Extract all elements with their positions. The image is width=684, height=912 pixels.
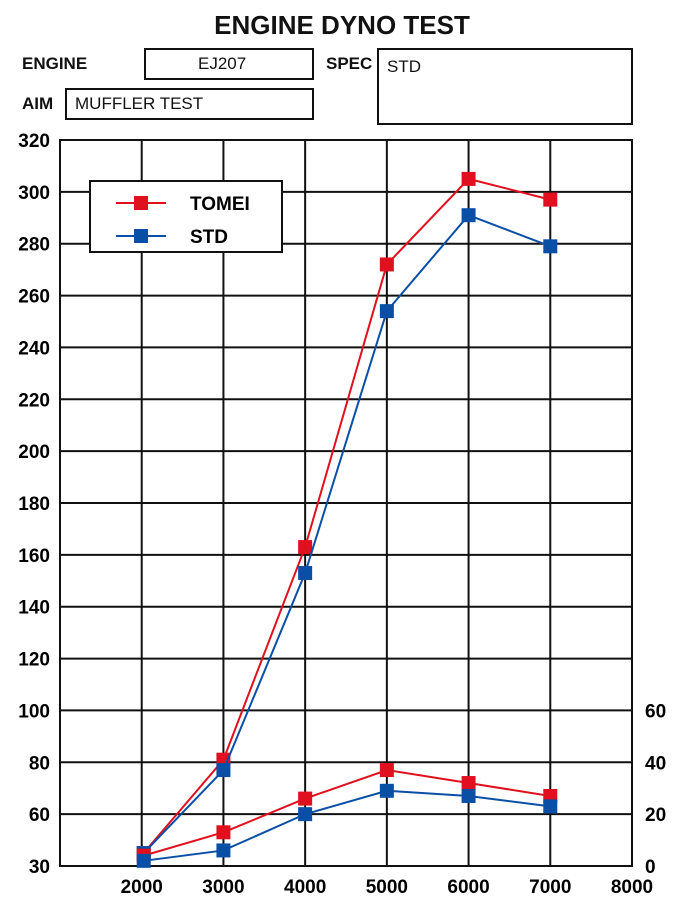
series-line-std-right xyxy=(143,789,551,862)
data-point-tomei xyxy=(298,791,313,806)
y-tick-label: 140 xyxy=(18,598,50,619)
legend-marker xyxy=(134,196,148,210)
data-point-tomei xyxy=(461,776,476,791)
y2-tick-label: 0 xyxy=(645,857,656,878)
y-tick-label: 240 xyxy=(18,338,50,359)
data-point-std xyxy=(216,843,231,858)
series-line-tomei-right xyxy=(143,769,551,857)
legend-label: STD xyxy=(190,227,228,248)
data-point-std xyxy=(216,763,231,778)
data-point-tomei xyxy=(379,257,394,272)
engine-value-box: EJ207 xyxy=(144,48,314,80)
data-point-tomei xyxy=(216,825,231,840)
x-tick-label: 2000 xyxy=(121,877,163,898)
y-tick-label: 320 xyxy=(18,131,50,152)
y2-tick-label: 20 xyxy=(645,805,666,826)
y-tick-label: 220 xyxy=(18,390,50,411)
data-point-std xyxy=(461,208,476,223)
y2-tick-label: 40 xyxy=(645,753,666,774)
legend-marker xyxy=(134,229,148,243)
y-tick-label: 120 xyxy=(18,650,50,671)
x-tick-label: 4000 xyxy=(284,877,326,898)
chart-title: ENGINE DYNO TEST xyxy=(214,10,470,40)
y-tick-label: 180 xyxy=(18,494,50,515)
data-point-std xyxy=(298,566,313,581)
spec-value-box: STD xyxy=(377,48,633,125)
x-tick-label: 6000 xyxy=(447,877,489,898)
data-point-std xyxy=(379,783,394,798)
y2-tick-label: 60 xyxy=(645,701,666,722)
y-tick-label: 280 xyxy=(18,235,50,256)
aim-label: AIM xyxy=(22,94,54,113)
data-point-std xyxy=(543,239,558,254)
legend-box xyxy=(89,180,283,253)
y-tick-label: 160 xyxy=(18,546,50,567)
spec-label: SPEC xyxy=(326,54,373,73)
y-tick-label: 200 xyxy=(18,442,50,463)
y-tick-label: 100 xyxy=(18,701,50,722)
data-point-tomei xyxy=(379,763,394,778)
data-point-tomei xyxy=(543,192,558,207)
engine-label: ENGINE xyxy=(22,54,88,73)
y-tick-label: 30 xyxy=(29,857,50,878)
x-tick-label: 3000 xyxy=(202,877,244,898)
x-tick-label: 7000 xyxy=(529,877,571,898)
data-point-std xyxy=(461,788,476,803)
y-tick-label: 60 xyxy=(29,805,50,826)
y-tick-label: 260 xyxy=(18,287,50,308)
x-tick-label: 8000 xyxy=(611,877,653,898)
y-tick-label: 300 xyxy=(18,183,50,204)
data-point-std xyxy=(298,807,313,822)
data-point-tomei xyxy=(298,540,313,555)
data-point-std xyxy=(136,853,151,868)
aim-value-box: MUFFLER TEST xyxy=(65,88,314,120)
x-tick-label: 5000 xyxy=(366,877,408,898)
data-point-std xyxy=(379,304,394,319)
legend-label: TOMEI xyxy=(190,194,250,215)
y-tick-label: 80 xyxy=(29,753,50,774)
data-point-std xyxy=(543,799,558,814)
data-point-tomei xyxy=(461,171,476,186)
series-line-tomei-left xyxy=(142,177,551,854)
series-line-std-left xyxy=(142,214,551,854)
